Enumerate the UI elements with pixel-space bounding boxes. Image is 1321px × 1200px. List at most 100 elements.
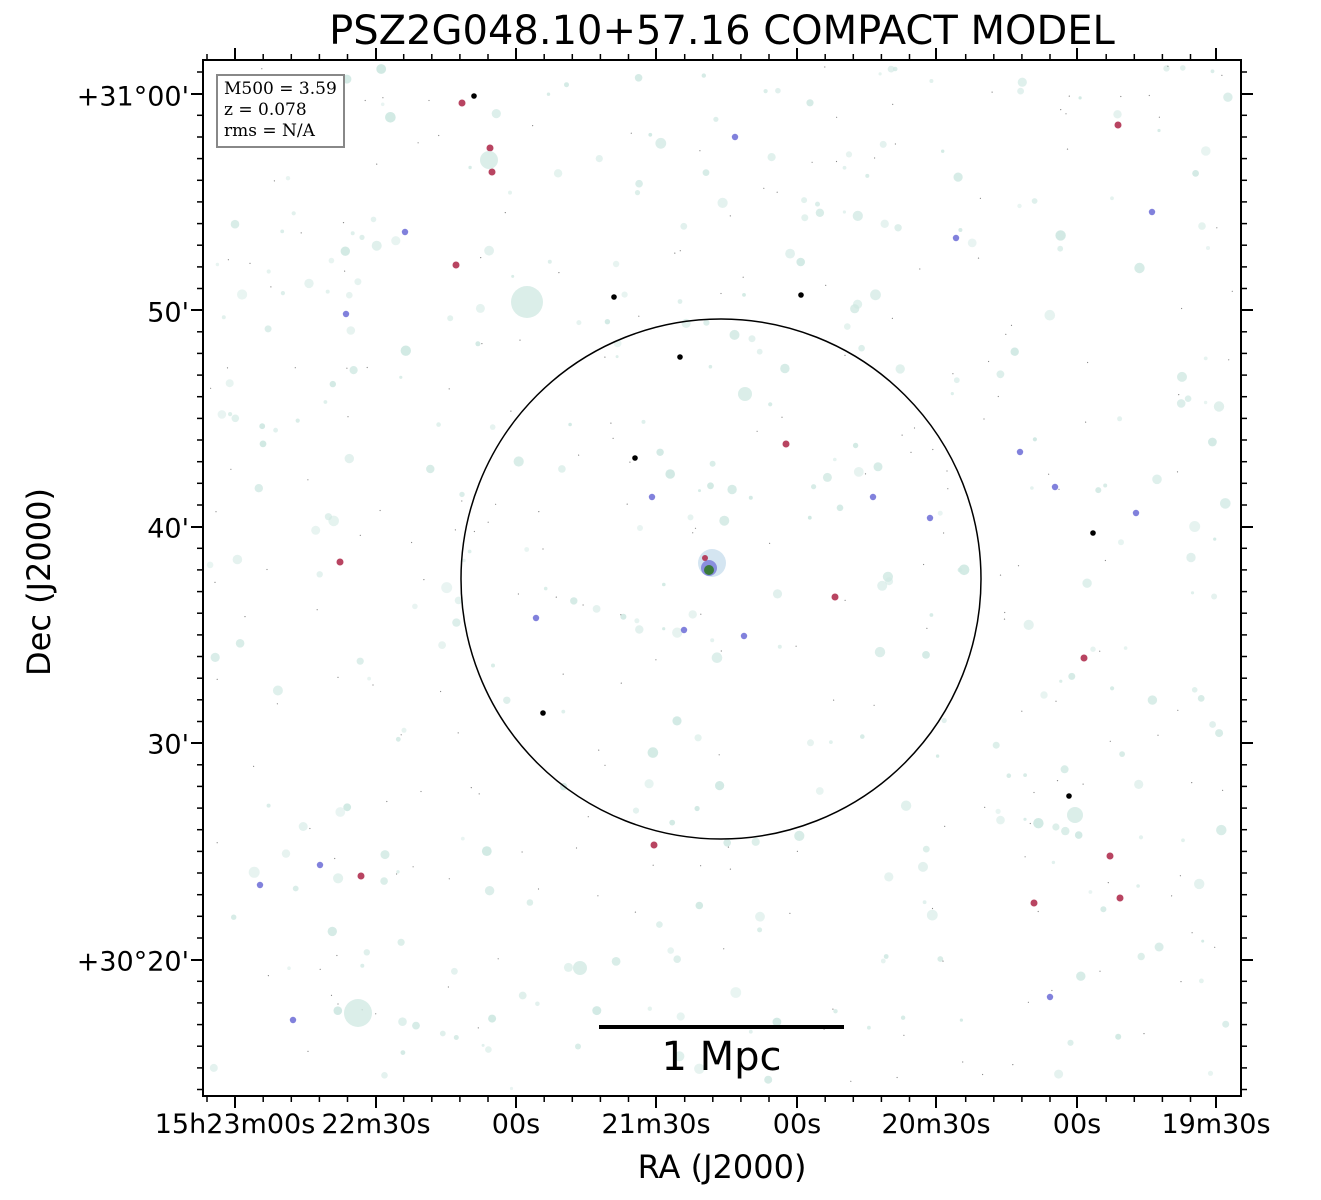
faint-source — [237, 289, 248, 300]
faint-source — [698, 489, 701, 493]
noise-dot — [215, 511, 217, 513]
faint-source — [343, 803, 352, 812]
noise-dot — [300, 232, 302, 234]
noise-dot — [1104, 559, 1106, 562]
noise-dot — [763, 187, 765, 189]
noise-dot — [891, 317, 894, 319]
faint-source — [1199, 978, 1204, 984]
faint-source — [836, 504, 844, 512]
noise-dot — [655, 659, 657, 661]
faint-source — [349, 366, 358, 375]
noise-dot — [330, 994, 333, 997]
faint-source — [900, 800, 912, 811]
noise-dot — [454, 529, 456, 531]
faint-source — [634, 190, 641, 196]
faint-source — [1067, 1039, 1074, 1046]
noise-dot — [379, 509, 381, 512]
image-area — [203, 60, 1241, 1096]
faint-source — [709, 460, 716, 467]
noise-dot — [521, 851, 523, 853]
compact-source — [316, 861, 324, 869]
noise-dot — [1055, 700, 1057, 702]
faint-source — [703, 319, 710, 326]
noise-dot — [1085, 421, 1087, 423]
faint-source — [612, 260, 620, 268]
noise-dot — [342, 222, 345, 224]
noise-dot — [216, 842, 218, 844]
noise-dot — [1181, 307, 1183, 310]
cluster-info-box: M500 = 3.59 z = 0.078 rms = N/A — [216, 74, 345, 148]
faint-source — [380, 102, 385, 107]
noise-dot — [316, 609, 318, 611]
faint-source — [1180, 65, 1186, 71]
faint-source — [518, 991, 527, 1000]
noise-dot — [604, 356, 606, 358]
compact-source — [357, 872, 365, 880]
noise-dot — [1056, 780, 1059, 782]
compact-source — [1030, 899, 1038, 907]
noise-dot — [307, 1050, 309, 1052]
compact-source — [731, 133, 739, 141]
noise-dot — [270, 286, 272, 288]
faint-source — [958, 564, 970, 576]
faint-source — [564, 82, 569, 88]
faint-source — [715, 781, 725, 791]
noise-dot — [942, 960, 944, 962]
faint-source — [311, 525, 321, 535]
noise-dot — [337, 676, 339, 679]
y-tick-label: 40' — [147, 513, 189, 545]
faint-source — [1017, 77, 1027, 87]
faint-source — [356, 657, 364, 665]
faint-source — [335, 807, 346, 817]
noise-dot — [481, 343, 483, 345]
noise-dot — [1180, 981, 1182, 983]
faint-source — [1134, 779, 1144, 790]
noise-dot — [729, 868, 732, 870]
faint-source — [370, 216, 377, 223]
noise-dot — [944, 825, 946, 828]
faint-source — [1207, 1070, 1214, 1076]
noise-dot — [1143, 1033, 1145, 1035]
faint-source — [702, 169, 710, 177]
faint-source — [217, 410, 227, 419]
faint-source — [751, 837, 760, 846]
noise-dot — [620, 614, 622, 616]
faint-source — [958, 228, 963, 232]
faint-source — [292, 885, 299, 892]
faint-source — [385, 112, 396, 123]
noise-dot — [253, 765, 255, 768]
faint-source — [1215, 729, 1224, 738]
faint-source — [748, 1029, 753, 1034]
faint-source — [634, 618, 640, 624]
noise-dot — [679, 250, 681, 252]
compact-source — [532, 614, 540, 622]
noise-dot — [417, 142, 419, 144]
faint-source — [561, 709, 566, 714]
faint-source — [371, 240, 382, 251]
faint-source — [621, 291, 628, 298]
noise-dot — [692, 532, 694, 534]
faint-source — [1134, 262, 1145, 274]
noise-dot — [892, 103, 894, 105]
noise-dot — [273, 180, 275, 182]
faint-source — [459, 491, 465, 498]
faint-source — [883, 954, 889, 959]
faint-source — [669, 819, 676, 826]
faint-source — [397, 938, 405, 946]
faint-source — [1040, 691, 1048, 699]
noise-dot — [1021, 710, 1023, 712]
faint-source — [852, 210, 863, 221]
noise-dot — [725, 1045, 727, 1047]
noise-dot — [230, 468, 232, 470]
noise-dot — [423, 579, 425, 581]
faint-source — [485, 1046, 492, 1053]
compact-source — [680, 626, 688, 634]
faint-source — [710, 638, 715, 643]
faint-source — [558, 465, 566, 473]
noise-dot — [1068, 95, 1070, 97]
compact-source — [798, 292, 804, 298]
noise-dot — [244, 616, 246, 618]
faint-source — [452, 618, 461, 627]
noise-dot — [1099, 970, 1101, 972]
